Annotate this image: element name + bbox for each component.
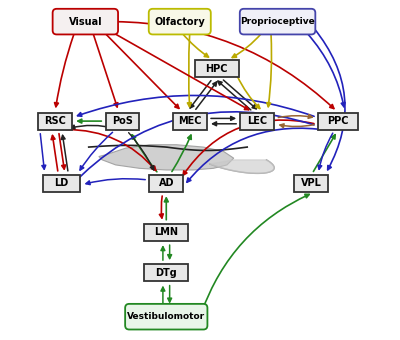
FancyArrowPatch shape [201, 194, 309, 313]
FancyArrowPatch shape [307, 33, 345, 107]
FancyArrowPatch shape [267, 35, 272, 107]
FancyBboxPatch shape [240, 9, 315, 34]
FancyArrowPatch shape [132, 135, 157, 172]
FancyBboxPatch shape [144, 265, 188, 281]
FancyArrowPatch shape [237, 76, 260, 108]
FancyBboxPatch shape [149, 9, 211, 34]
FancyArrowPatch shape [213, 122, 236, 126]
FancyArrowPatch shape [61, 135, 68, 171]
Text: VPL: VPL [301, 178, 322, 188]
FancyArrowPatch shape [80, 132, 112, 170]
Polygon shape [210, 160, 274, 173]
FancyArrowPatch shape [168, 245, 172, 258]
FancyArrowPatch shape [115, 22, 334, 108]
Text: LD: LD [55, 178, 69, 188]
FancyArrowPatch shape [190, 81, 211, 108]
FancyArrowPatch shape [54, 34, 74, 107]
FancyArrowPatch shape [59, 134, 66, 169]
Text: Proprioceptive: Proprioceptive [240, 17, 315, 26]
Text: AD: AD [158, 178, 174, 188]
FancyArrowPatch shape [187, 128, 317, 182]
FancyArrowPatch shape [314, 28, 345, 170]
FancyBboxPatch shape [125, 304, 208, 329]
FancyArrowPatch shape [196, 82, 217, 109]
Text: PPC: PPC [328, 116, 349, 126]
FancyArrowPatch shape [86, 179, 145, 185]
Text: RSC: RSC [44, 116, 66, 126]
FancyBboxPatch shape [195, 61, 239, 77]
Text: Visual: Visual [68, 17, 102, 27]
FancyArrowPatch shape [78, 96, 314, 116]
FancyBboxPatch shape [106, 113, 139, 130]
Text: Olfactory: Olfactory [154, 17, 205, 27]
FancyArrowPatch shape [40, 134, 46, 169]
FancyArrowPatch shape [187, 35, 191, 107]
FancyArrowPatch shape [93, 34, 118, 107]
FancyArrowPatch shape [232, 34, 261, 57]
Text: LMN: LMN [154, 227, 178, 237]
FancyBboxPatch shape [173, 113, 207, 130]
FancyBboxPatch shape [318, 113, 358, 130]
FancyArrowPatch shape [278, 115, 312, 118]
Text: DTg: DTg [156, 268, 177, 278]
FancyBboxPatch shape [38, 113, 72, 130]
FancyArrowPatch shape [218, 81, 251, 110]
FancyArrowPatch shape [105, 33, 179, 108]
FancyArrowPatch shape [161, 247, 165, 260]
FancyArrowPatch shape [182, 34, 208, 57]
FancyArrowPatch shape [78, 119, 102, 123]
FancyArrowPatch shape [129, 133, 154, 170]
Text: HPC: HPC [206, 64, 228, 74]
FancyBboxPatch shape [144, 224, 188, 241]
Text: Vestibulomotor: Vestibulomotor [127, 312, 205, 321]
FancyArrowPatch shape [161, 287, 165, 304]
FancyArrowPatch shape [168, 286, 172, 302]
FancyBboxPatch shape [240, 113, 274, 130]
Text: PoS: PoS [112, 116, 133, 126]
FancyBboxPatch shape [150, 175, 183, 192]
FancyArrowPatch shape [160, 196, 163, 218]
FancyArrowPatch shape [172, 135, 191, 172]
FancyBboxPatch shape [294, 175, 328, 192]
FancyBboxPatch shape [43, 175, 80, 192]
FancyArrowPatch shape [211, 117, 234, 120]
FancyArrowPatch shape [66, 130, 156, 170]
FancyArrowPatch shape [71, 125, 115, 129]
FancyArrowPatch shape [183, 120, 314, 175]
FancyArrowPatch shape [164, 198, 168, 220]
FancyBboxPatch shape [53, 9, 118, 34]
FancyArrowPatch shape [69, 112, 314, 188]
Text: MEC: MEC [178, 116, 202, 126]
FancyArrowPatch shape [314, 135, 335, 171]
FancyArrowPatch shape [223, 80, 256, 109]
Text: LEC: LEC [247, 116, 267, 126]
FancyArrowPatch shape [280, 124, 314, 128]
FancyArrowPatch shape [112, 32, 249, 110]
FancyArrowPatch shape [51, 136, 58, 171]
FancyArrowPatch shape [318, 133, 333, 169]
Polygon shape [99, 145, 234, 170]
